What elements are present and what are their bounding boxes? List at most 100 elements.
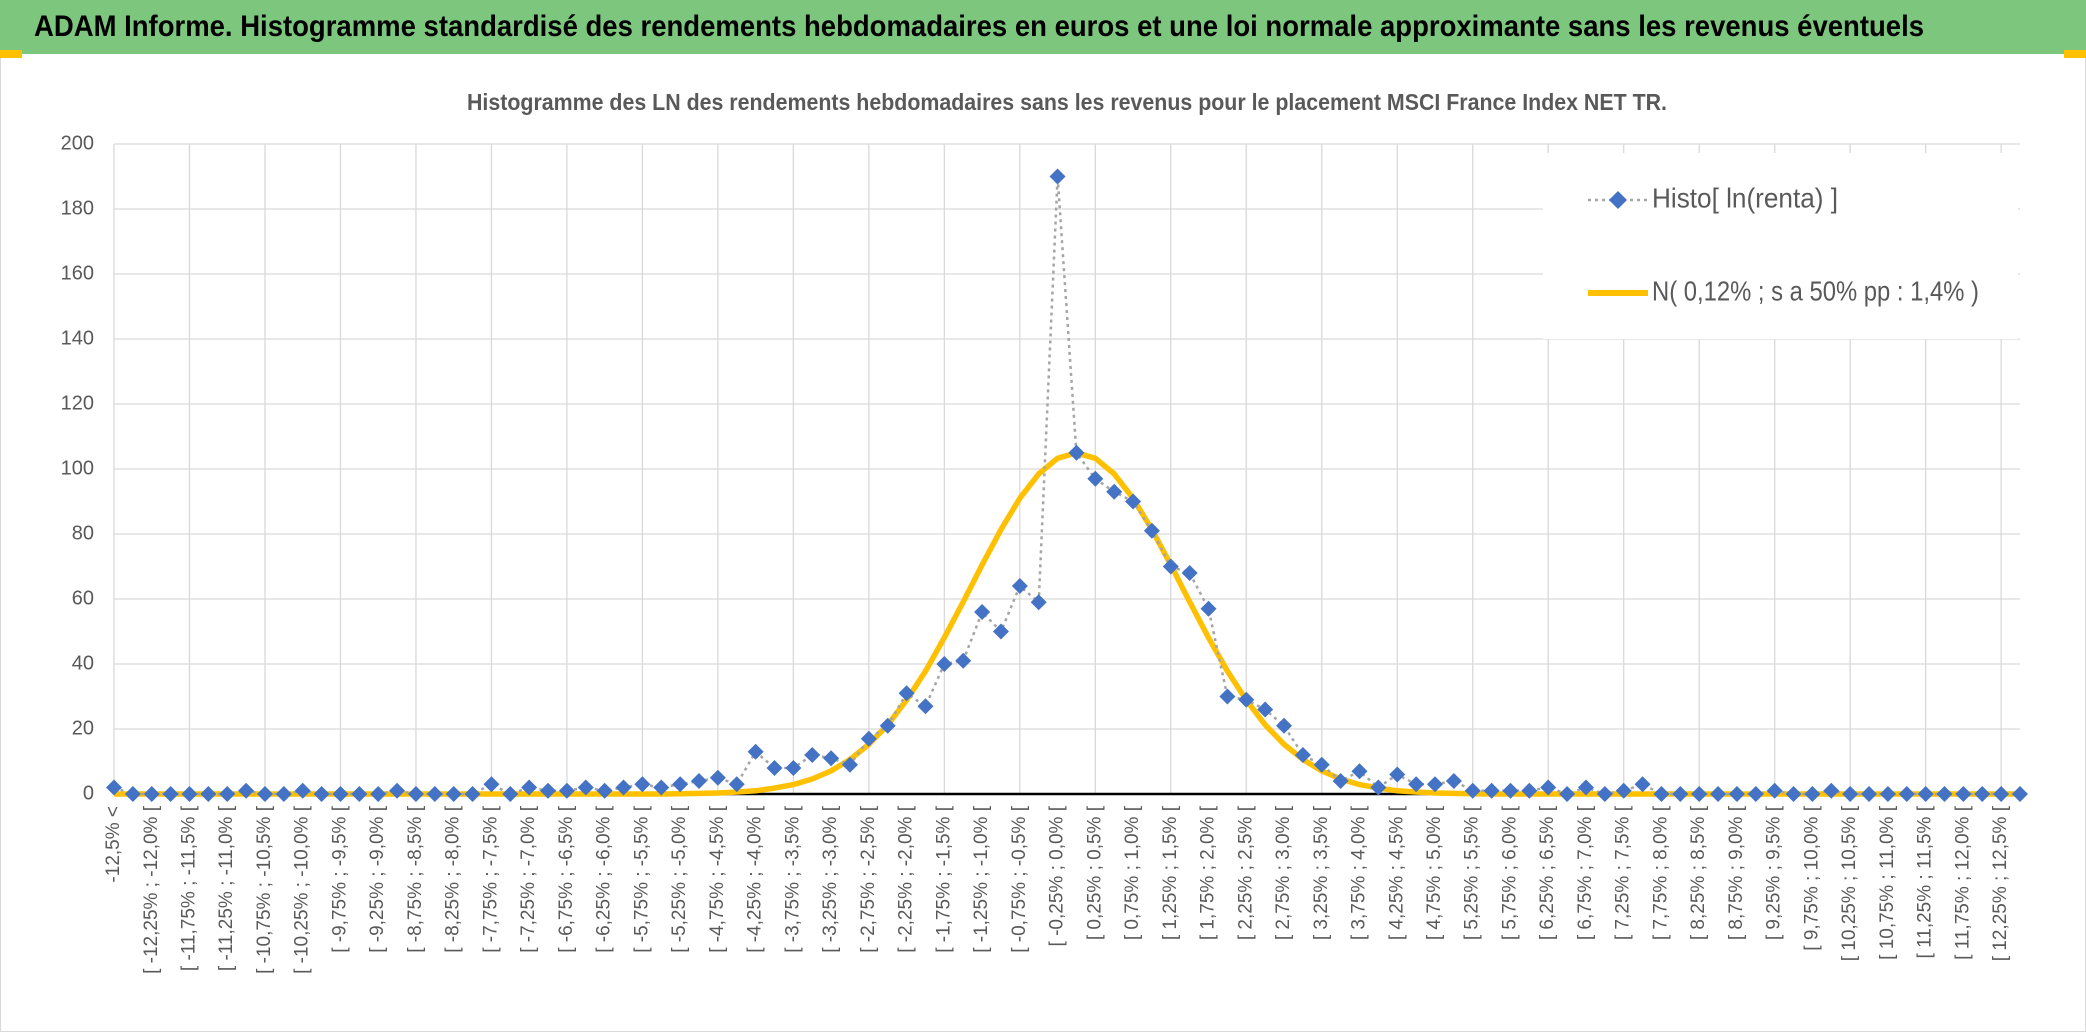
data-point <box>1502 782 1519 799</box>
legend-marker <box>1609 191 1627 209</box>
data-point <box>558 782 575 799</box>
x-tick-label: [ -9,25% ; -9,0% [ <box>367 805 388 953</box>
data-point <box>1766 782 1783 799</box>
data-point <box>1200 600 1217 617</box>
chart-title: Histogramme des LN des rendements hebdom… <box>467 89 1667 115</box>
data-point <box>917 698 934 715</box>
x-tick-label: [ -5,75% ; -5,5% [ <box>631 805 652 953</box>
legend-label: N( 0,12% ; s a 50% pp : 1,4% ) <box>1652 275 1979 306</box>
data-point <box>389 782 406 799</box>
data-point <box>1049 168 1066 185</box>
x-tick-label: [ 12,25% ; 12,5% [ <box>1990 805 2011 961</box>
x-tick-label: [ 2,75% ; 3,0% [ <box>1273 805 1294 940</box>
y-tick-label: 180 <box>61 197 94 219</box>
data-point <box>634 776 651 793</box>
data-point <box>1011 578 1028 594</box>
data-point <box>351 786 368 802</box>
data-point <box>936 656 953 672</box>
data-point <box>1993 786 2010 802</box>
x-tick-label: [ -8,25% ; -8,0% [ <box>443 805 464 953</box>
x-tick-label: [ -3,75% ; -3,5% [ <box>782 805 803 953</box>
data-point <box>181 786 198 802</box>
x-tick-label: [ 2,25% ; 2,5% [ <box>1235 805 1256 940</box>
data-point <box>1861 786 1878 802</box>
data-point <box>2012 786 2028 802</box>
data-point <box>1634 776 1651 793</box>
x-tick-label: [ -5,25% ; -5,0% [ <box>669 805 690 953</box>
data-point <box>992 623 1009 640</box>
y-tick-label: 120 <box>61 392 94 414</box>
data-point <box>785 760 802 776</box>
x-tick-label: [ -11,75% ; -11,5% [ <box>179 805 200 971</box>
x-tick-label: [ -2,25% ; -2,0% [ <box>896 805 917 953</box>
x-tick-label: [ 4,25% ; 4,5% [ <box>1386 805 1407 940</box>
data-point <box>162 786 179 802</box>
data-point <box>1917 786 1934 802</box>
x-tick-label: [ -6,75% ; -6,5% [ <box>556 805 577 953</box>
data-point <box>483 776 500 793</box>
data-point <box>445 786 462 802</box>
data-point <box>1747 786 1764 802</box>
x-tick-label: [ 5,75% ; 6,0% [ <box>1499 805 1520 940</box>
data-point <box>1068 444 1085 461</box>
y-tick-label: 0 <box>83 782 94 804</box>
x-tick-label: [ 7,25% ; 7,5% [ <box>1613 805 1634 940</box>
data-point <box>1596 786 1613 802</box>
data-point <box>1162 558 1179 575</box>
x-tick-label: [ 3,75% ; 4,0% [ <box>1349 805 1370 940</box>
data-point <box>955 652 972 669</box>
data-point <box>1408 776 1425 793</box>
x-tick-label: [ -6,25% ; -6,0% [ <box>594 805 615 953</box>
data-point <box>1219 688 1236 705</box>
data-point <box>1577 779 1594 796</box>
data-point <box>974 604 991 620</box>
y-tick-label: 20 <box>72 717 94 739</box>
data-point <box>1615 782 1632 799</box>
x-tick-label: [ 8,75% ; 9,0% [ <box>1726 805 1747 940</box>
x-tick-label: [ -11,25% ; -11,0% [ <box>216 805 237 971</box>
x-tick-label: [ -3,25% ; -3,0% [ <box>820 805 841 953</box>
data-point <box>596 782 613 799</box>
y-tick-label: 140 <box>61 327 94 349</box>
data-point <box>1125 493 1142 510</box>
x-tick-label: [ -12,25% ; -12,0% [ <box>141 805 162 974</box>
data-point <box>1087 470 1104 487</box>
data-point <box>426 786 443 802</box>
header-bar <box>0 0 2086 54</box>
x-tick-label: [ -2,75% ; -2,5% [ <box>858 805 879 953</box>
data-point <box>1974 786 1991 802</box>
x-tick-label: [ -0,75% ; -0,5% [ <box>1009 805 1030 953</box>
data-point <box>766 760 783 776</box>
header-title: ADAM Informe. Histogramme standardisé de… <box>34 10 1924 43</box>
x-tick-label: -12,5% < <box>103 806 124 883</box>
y-tick-label: 160 <box>61 262 94 284</box>
corner <box>2064 50 2086 58</box>
data-point <box>1106 483 1123 500</box>
data-point <box>1559 786 1576 802</box>
x-tick-label: [ 1,75% ; 2,0% [ <box>1198 805 1219 940</box>
x-tick-label: [ -9,75% ; -9,5% [ <box>329 805 350 953</box>
data-point <box>238 782 255 799</box>
data-point <box>577 779 594 796</box>
x-tick-label: [ -1,75% ; -1,5% [ <box>933 805 954 953</box>
data-point <box>1728 786 1745 802</box>
x-tick-label: [ 10,25% ; 10,5% [ <box>1839 805 1860 961</box>
data-point <box>823 750 840 767</box>
data-point <box>615 779 632 796</box>
data-point <box>879 717 896 734</box>
x-tick-label: [ 10,75% ; 11,0% [ <box>1877 805 1898 960</box>
x-tick-label: [ 1,25% ; 1,5% [ <box>1160 805 1181 940</box>
y-tick-label: 200 <box>61 132 94 154</box>
data-point <box>709 769 726 786</box>
data-point <box>1936 786 1953 802</box>
x-tick-label: [ 3,25% ; 3,5% [ <box>1311 805 1332 940</box>
data-point <box>294 782 311 799</box>
data-point <box>747 743 764 760</box>
x-tick-label: [ 11,75% ; 12,0% [ <box>1952 805 1973 960</box>
x-tick-label: [ -10,75% ; -10,5% [ <box>254 805 275 974</box>
data-point <box>1370 779 1387 796</box>
data-point <box>1710 786 1727 802</box>
x-tick-label: [ 0,75% ; 1,0% [ <box>1122 805 1143 940</box>
data-point <box>200 786 217 802</box>
